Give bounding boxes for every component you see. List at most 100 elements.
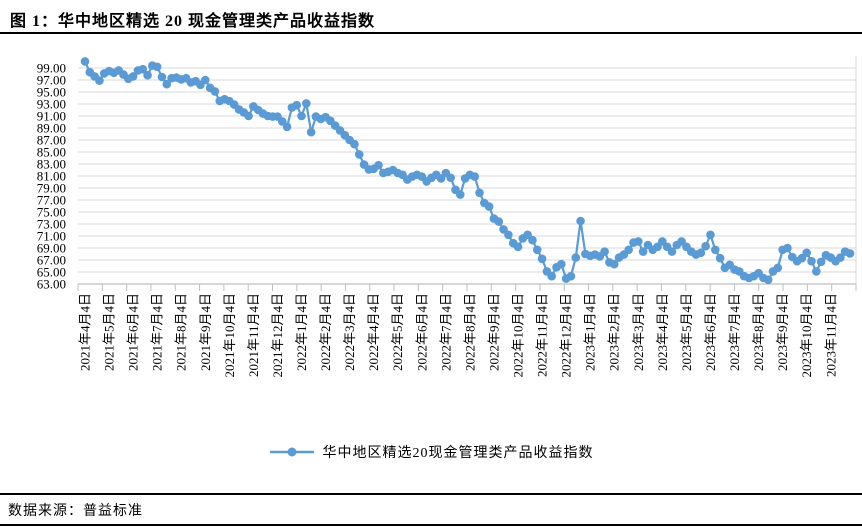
y-axis-label: 69.00 bbox=[37, 241, 66, 256]
x-axis-label: 2023年6月4日 bbox=[703, 293, 718, 371]
legend-line-marker-icon bbox=[269, 447, 314, 457]
x-axis-label: 2021年7月4日 bbox=[150, 293, 165, 371]
yield-index-line-chart: 99.0097.0095.0093.0091.0089.0087.0085.00… bbox=[37, 56, 857, 378]
data-point bbox=[537, 254, 547, 264]
y-axis-label: 63.00 bbox=[37, 277, 66, 292]
y-axis-labels: 99.0097.0095.0093.0091.0089.0087.0085.00… bbox=[37, 61, 66, 292]
data-point bbox=[513, 242, 523, 252]
data-point bbox=[763, 275, 773, 285]
x-axis-label: 2023年7月4日 bbox=[727, 293, 742, 371]
x-axis-label: 2022年1月4日 bbox=[294, 293, 309, 371]
data-point bbox=[638, 247, 648, 256]
x-axis-label: 2022年7月4日 bbox=[438, 293, 453, 371]
y-axis-label: 83.00 bbox=[37, 157, 66, 172]
data-point bbox=[210, 87, 220, 96]
data-point bbox=[706, 230, 715, 240]
page-bottom-rule bbox=[0, 524, 862, 526]
data-point bbox=[504, 230, 513, 240]
data-point bbox=[836, 253, 845, 262]
x-axis-label: 2021年12月4日 bbox=[270, 293, 285, 378]
y-axis-label: 85.00 bbox=[37, 145, 66, 160]
data-point bbox=[783, 243, 792, 253]
chart-legend: 华中地区精选20现金管理类产品收益指数 bbox=[0, 442, 862, 462]
data-point bbox=[634, 237, 643, 246]
series-markers bbox=[80, 57, 855, 285]
data-point bbox=[374, 160, 383, 170]
footer-divider-line bbox=[0, 493, 862, 495]
y-axis-label: 97.00 bbox=[37, 73, 66, 88]
data-point bbox=[80, 57, 90, 66]
x-axis-ticks bbox=[77, 284, 857, 291]
x-axis-label: 2023年5月4日 bbox=[679, 293, 694, 371]
data-point bbox=[470, 172, 480, 181]
data-point bbox=[95, 76, 104, 85]
x-axis-label: 2022年3月4日 bbox=[342, 293, 357, 371]
y-gridlines bbox=[78, 67, 856, 273]
data-point bbox=[600, 247, 609, 256]
data-point bbox=[532, 245, 542, 255]
y-axis-label: 93.00 bbox=[37, 97, 66, 112]
data-point bbox=[455, 190, 465, 199]
data-point bbox=[609, 259, 619, 269]
data-point bbox=[667, 247, 677, 256]
data-point bbox=[807, 256, 816, 266]
data-point bbox=[816, 257, 826, 267]
figure-title: 图 1：华中地区精选 20 现金管理类产品收益指数 bbox=[10, 13, 376, 30]
x-axis-label: 2021年8月4日 bbox=[174, 293, 189, 371]
x-axis-label: 2022年10月4日 bbox=[511, 293, 526, 378]
data-point bbox=[773, 263, 783, 273]
y-axis-label: 75.00 bbox=[37, 205, 66, 220]
x-axis-label: 2022年5月4日 bbox=[390, 293, 405, 371]
x-axis-label: 2022年9月4日 bbox=[486, 293, 501, 371]
y-axis-label: 73.00 bbox=[37, 217, 66, 232]
data-point bbox=[162, 79, 172, 89]
data-point bbox=[152, 62, 162, 72]
data-point bbox=[812, 267, 821, 276]
data-source-note: 数据来源：普益标准 bbox=[8, 504, 143, 519]
x-axis-label: 2022年12月4日 bbox=[559, 293, 574, 378]
data-point bbox=[200, 75, 210, 85]
x-axis-label: 2023年3月4日 bbox=[631, 293, 646, 371]
data-point bbox=[528, 235, 537, 245]
y-axis-label: 87.00 bbox=[37, 133, 66, 148]
y-axis-label: 91.00 bbox=[37, 109, 66, 124]
x-axis-label: 2023年2月4日 bbox=[607, 293, 622, 371]
y-axis-label: 79.00 bbox=[37, 181, 66, 196]
data-point bbox=[306, 127, 316, 137]
data-point bbox=[802, 248, 811, 258]
data-point bbox=[576, 216, 585, 226]
x-axis-label: 2023年11月4日 bbox=[823, 293, 838, 377]
title-divider-line bbox=[0, 32, 862, 34]
data-point bbox=[350, 139, 359, 149]
data-point bbox=[292, 100, 302, 110]
x-axis-label: 2021年10月4日 bbox=[222, 293, 237, 378]
y-axis-label: 65.00 bbox=[37, 265, 66, 280]
data-point bbox=[128, 72, 138, 81]
data-point bbox=[701, 241, 710, 251]
y-axis-label: 95.00 bbox=[37, 85, 66, 100]
data-point bbox=[143, 70, 152, 80]
x-axis-label: 2021年4月4日 bbox=[78, 293, 93, 371]
data-point bbox=[557, 259, 566, 269]
x-axis-label: 2022年2月4日 bbox=[318, 293, 333, 371]
x-axis-label: 2023年8月4日 bbox=[751, 293, 766, 371]
x-axis-label: 2023年10月4日 bbox=[799, 293, 814, 378]
y-axis-label: 81.00 bbox=[37, 169, 66, 184]
data-point bbox=[715, 253, 725, 263]
x-axis-label: 2021年5月4日 bbox=[102, 293, 117, 371]
data-point bbox=[282, 122, 292, 132]
x-axis-label: 2021年6月4日 bbox=[126, 293, 141, 371]
data-point bbox=[138, 64, 148, 74]
data-point bbox=[244, 111, 253, 121]
data-point bbox=[696, 248, 706, 258]
x-axis-label: 2023年4月4日 bbox=[655, 293, 670, 371]
data-point bbox=[475, 188, 484, 198]
x-axis-label: 2023年1月4日 bbox=[583, 293, 598, 371]
x-axis-label: 2023年9月4日 bbox=[775, 293, 790, 371]
data-point bbox=[845, 249, 855, 258]
data-point bbox=[547, 271, 556, 281]
data-point bbox=[354, 150, 364, 159]
y-axis-label: 71.00 bbox=[37, 229, 66, 244]
x-axis-label: 2022年11月4日 bbox=[535, 293, 550, 377]
